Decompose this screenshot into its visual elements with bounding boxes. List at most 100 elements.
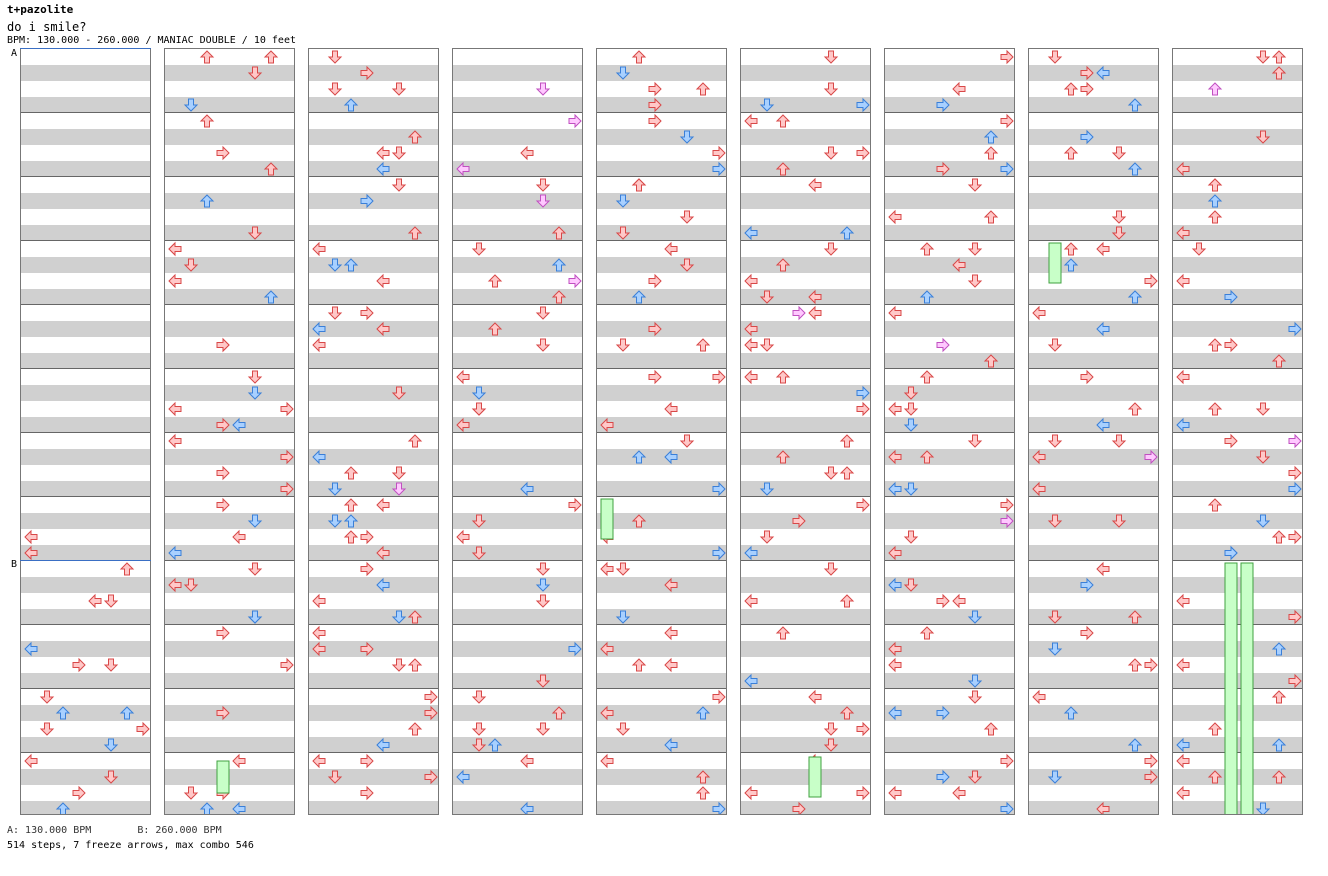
step-arrow (1080, 577, 1094, 593)
chart-column (1028, 48, 1159, 815)
step-arrow (199, 50, 215, 64)
step-arrow (88, 593, 102, 609)
step-arrow (280, 449, 294, 465)
step-arrow (471, 722, 487, 736)
step-arrow (407, 722, 423, 736)
step-arrow (983, 130, 999, 144)
step-arrow (1127, 738, 1143, 752)
step-arrow (1224, 545, 1238, 561)
step-arrow (664, 577, 678, 593)
step-arrow (759, 530, 775, 544)
step-arrow (456, 161, 470, 177)
step-arrow (1096, 321, 1110, 337)
step-arrow (1096, 417, 1110, 433)
freeze-arrow (600, 498, 614, 540)
step-arrow (327, 258, 343, 272)
step-arrow (360, 193, 374, 209)
step-arrow (456, 417, 470, 433)
step-arrow (1000, 497, 1014, 513)
step-arrow (839, 594, 855, 608)
step-arrow (55, 802, 71, 814)
step-arrow (1288, 433, 1302, 449)
step-arrow (72, 657, 86, 673)
step-arrow (232, 417, 246, 433)
step-arrow (183, 98, 199, 112)
step-arrow (216, 337, 230, 353)
step-arrow (1096, 65, 1110, 81)
step-arrow (1047, 434, 1063, 448)
step-arrow (600, 561, 614, 577)
step-arrow (343, 98, 359, 112)
step-arrow (168, 433, 182, 449)
step-arrow (759, 338, 775, 352)
step-arrow (232, 801, 246, 814)
step-arrow (168, 545, 182, 561)
step-arrow (39, 690, 55, 704)
step-arrow (600, 417, 614, 433)
chart-column (164, 48, 295, 815)
step-arrow (1176, 225, 1190, 241)
step-arrow (744, 337, 758, 353)
step-arrow (967, 674, 983, 688)
step-arrow (471, 386, 487, 400)
step-arrow (391, 82, 407, 96)
step-arrow (1288, 481, 1302, 497)
step-arrow (856, 497, 870, 513)
step-arrow (1191, 242, 1207, 256)
step-arrow (312, 753, 326, 769)
step-arrow (1271, 642, 1287, 656)
step-arrow (216, 497, 230, 513)
step-arrow (280, 481, 294, 497)
step-arrow (679, 210, 695, 224)
step-arrow (1207, 194, 1223, 208)
step-arrow (1144, 657, 1158, 673)
artist-name: t+pazolite (7, 3, 74, 16)
step-arrow (551, 706, 567, 720)
step-arrow (967, 690, 983, 704)
freeze-arrow (1240, 562, 1254, 814)
step-arrow (327, 50, 343, 64)
step-arrow (376, 737, 390, 753)
step-arrow (888, 305, 902, 321)
step-arrow (952, 257, 966, 273)
step-arrow (1047, 770, 1063, 784)
step-arrow (759, 98, 775, 112)
step-arrow (1255, 402, 1271, 416)
step-arrow (456, 769, 470, 785)
step-arrow (24, 641, 38, 657)
step-arrow (648, 369, 662, 385)
step-arrow (888, 401, 902, 417)
step-arrow (1224, 289, 1238, 305)
step-arrow (199, 194, 215, 208)
step-arrow (1144, 753, 1158, 769)
step-arrow (471, 738, 487, 752)
step-arrow (424, 705, 438, 721)
step-arrow (1176, 737, 1190, 753)
step-arrow (551, 290, 567, 304)
step-arrow (343, 530, 359, 544)
step-arrow (343, 514, 359, 528)
step-arrow (1032, 689, 1046, 705)
freeze-arrow (808, 756, 822, 798)
step-arrow (823, 146, 839, 160)
step-arrow (967, 242, 983, 256)
step-arrow (327, 82, 343, 96)
step-arrow (456, 529, 470, 545)
step-arrow (903, 482, 919, 496)
step-arrow (952, 785, 966, 801)
step-arrow (823, 50, 839, 64)
step-arrow (1176, 161, 1190, 177)
step-arrow (1127, 610, 1143, 624)
step-arrow (24, 529, 38, 545)
chart-stats: 514 steps, 7 freeze arrows, max combo 54… (7, 840, 254, 851)
step-arrow (664, 625, 678, 641)
step-arrow (1032, 305, 1046, 321)
step-arrow (1127, 290, 1143, 304)
chart-column (1172, 48, 1303, 815)
step-arrow (183, 786, 199, 800)
step-arrow (1207, 770, 1223, 784)
song-title: do i smile? (7, 20, 87, 34)
step-arrow (1127, 98, 1143, 112)
step-arrow (312, 593, 326, 609)
step-arrow (487, 738, 503, 752)
